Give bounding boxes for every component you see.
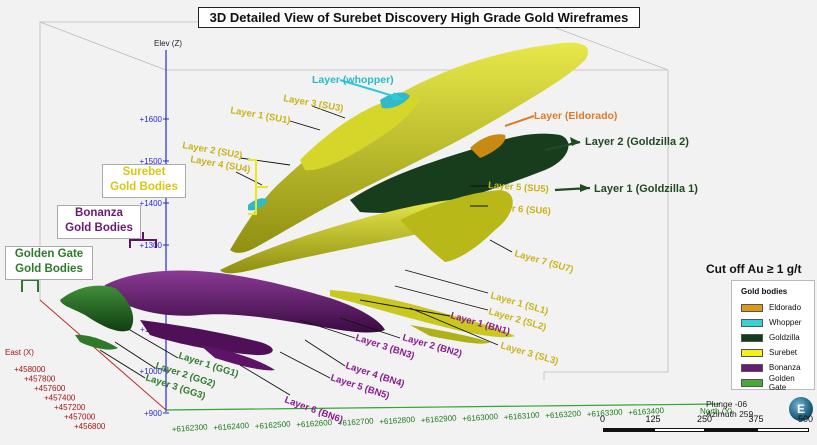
bonanza-body-main (103, 270, 386, 333)
plunge-text: Plunge -06 (706, 399, 748, 409)
legend-swatch (741, 333, 763, 342)
golden-gate-body-2 (75, 334, 118, 350)
east-tick-label: +456800 (74, 422, 106, 431)
surebet-body-upper (300, 96, 420, 171)
north-tick-label: +6163300 (587, 407, 624, 419)
elev-tick-label: +1300 (140, 241, 163, 250)
east-tick-label: +457400 (44, 394, 76, 403)
label-su5: Layer 5 (SU5) (488, 180, 549, 195)
golden-gate-group-label: Golden Gate Gold Bodies (5, 246, 93, 280)
surebet-body-main (230, 42, 589, 253)
whopper-body-2 (248, 198, 268, 211)
bonanza-group-label: Bonanza Gold Bodies (57, 205, 141, 239)
label-goldzilla1: Layer 1 (Goldzilla 1) (594, 183, 698, 195)
whopper-body (380, 92, 410, 109)
north-axis-line (165, 403, 721, 411)
north-tick-label: +6162700 (338, 416, 375, 428)
label-pointer-lines (99, 105, 513, 396)
scale-tick-label: 250 (697, 414, 713, 424)
north-tick-label: +6162500 (255, 419, 292, 431)
legend-swatch (741, 303, 763, 312)
north-tick-label: +6163000 (462, 412, 499, 424)
whopper-arrow (339, 79, 401, 99)
label-su7: Layer 7 (SU7) (513, 248, 574, 275)
legend-item: Surebet (732, 345, 814, 360)
north-tick-label: +6162600 (296, 418, 333, 430)
label-su3: Layer 3 (SU3) (282, 93, 344, 114)
legend-label: Eldorado (769, 303, 802, 312)
elev-tick-label: +1600 (140, 115, 163, 124)
eldorado-body (470, 134, 506, 158)
golden-gate-body (60, 285, 134, 332)
legend-label: Surebet (769, 348, 798, 357)
surebet-bracket (248, 159, 268, 215)
north-tick-label: +6162900 (421, 413, 458, 425)
cutoff-label: Cut off Au ≥ 1 g/t (706, 262, 802, 276)
label-su6: Layer 6 (SU6) (490, 202, 551, 217)
label-su1: Layer 1 (SU1) (229, 105, 291, 126)
bonanza-bracket (129, 232, 157, 248)
legend: Gold bodies Eldorado Whopper Goldzilla Sure… (731, 280, 815, 392)
east-tick-label: +457000 (64, 413, 96, 422)
compass-icon: E (789, 397, 813, 421)
legend-item: Whopper (732, 315, 814, 330)
goldzilla2-arrowhead (570, 137, 580, 146)
north-axis-label: North (Y) (700, 407, 733, 416)
azimuth-text: Azimuth 259 (706, 409, 754, 419)
legend-item: Goldzilla (732, 330, 814, 345)
legend-label: Goldzilla (769, 333, 800, 342)
legend-swatch (741, 348, 763, 357)
north-axis-ticks: +6162300 +6162400 +6162500 +6162600 +6162700… (172, 406, 665, 434)
figure-title: 3D Detailed View of Surebet Discovery Hi… (198, 7, 640, 28)
north-tick-label: +6163200 (545, 409, 582, 421)
legend-swatch (741, 318, 763, 327)
scale-tick-label: 500 (798, 414, 814, 424)
legend-title: Gold bodies (741, 287, 788, 296)
east-tick-label: +457600 (34, 384, 66, 393)
surebet-body-su7 (400, 190, 513, 262)
label-whopper: Layer (whopper) (312, 74, 394, 86)
east-axis-line (39, 299, 167, 411)
legend-item: Eldorado (732, 300, 814, 315)
bonanza-body-lower (140, 320, 273, 356)
legend-item: Bonanza (732, 360, 814, 375)
label-sl3: Layer 3 (SL3) (499, 340, 559, 367)
legend-swatch (741, 363, 763, 372)
north-tick-label: +6162400 (213, 421, 250, 433)
east-tick-label: +458000 (14, 365, 46, 374)
eldorado-arrow (504, 115, 535, 127)
label-goldzilla2: Layer 2 (Goldzilla 2) (585, 136, 689, 148)
legend-swatch (741, 378, 763, 387)
north-tick-label: +6163400 (628, 406, 665, 418)
legend-label: Golden Gate (768, 373, 795, 392)
north-tick-label: +6162300 (172, 422, 209, 434)
elev-tick-label: +900 (144, 409, 163, 418)
east-tick-label: +457800 (24, 375, 56, 384)
surebet-group-label: Surebet Gold Bodies (102, 164, 186, 198)
north-tick-label: +6163100 (504, 410, 541, 422)
elev-tick-label: +1400 (140, 199, 163, 208)
elev-tick-label: +1000 (140, 367, 163, 376)
scale-tick-label: 0 (600, 414, 606, 424)
legend-label: Bonanza (769, 363, 801, 372)
scale-tick-label: 375 (748, 414, 764, 424)
bonanza-body-bn5 (200, 345, 275, 371)
view-orientation: Plunge -06 Azimuth 259 (706, 399, 753, 419)
east-axis-ticks: +458000+457800+457600+457400+457200+4570… (14, 365, 106, 431)
label-eldorado: Layer (Eldorado) (534, 110, 617, 122)
elev-axis-label: Elev (Z) (154, 39, 182, 48)
scale-tick-label: 125 (645, 414, 661, 424)
scale-bar (603, 428, 809, 432)
surebet-body-sl3 (410, 325, 490, 344)
goldzilla1-arrowhead (580, 184, 590, 192)
legend-item: Golden Gate (732, 373, 814, 392)
goldzilla-body-2 (440, 153, 523, 190)
elev-tick-label: +1500 (140, 157, 163, 166)
north-tick-label: +6162800 (379, 415, 416, 427)
east-tick-label: +457200 (54, 403, 86, 412)
east-axis-label: East (X) (5, 348, 34, 357)
legend-label: Whopper (769, 318, 802, 327)
whopper-arrowhead (392, 92, 404, 100)
